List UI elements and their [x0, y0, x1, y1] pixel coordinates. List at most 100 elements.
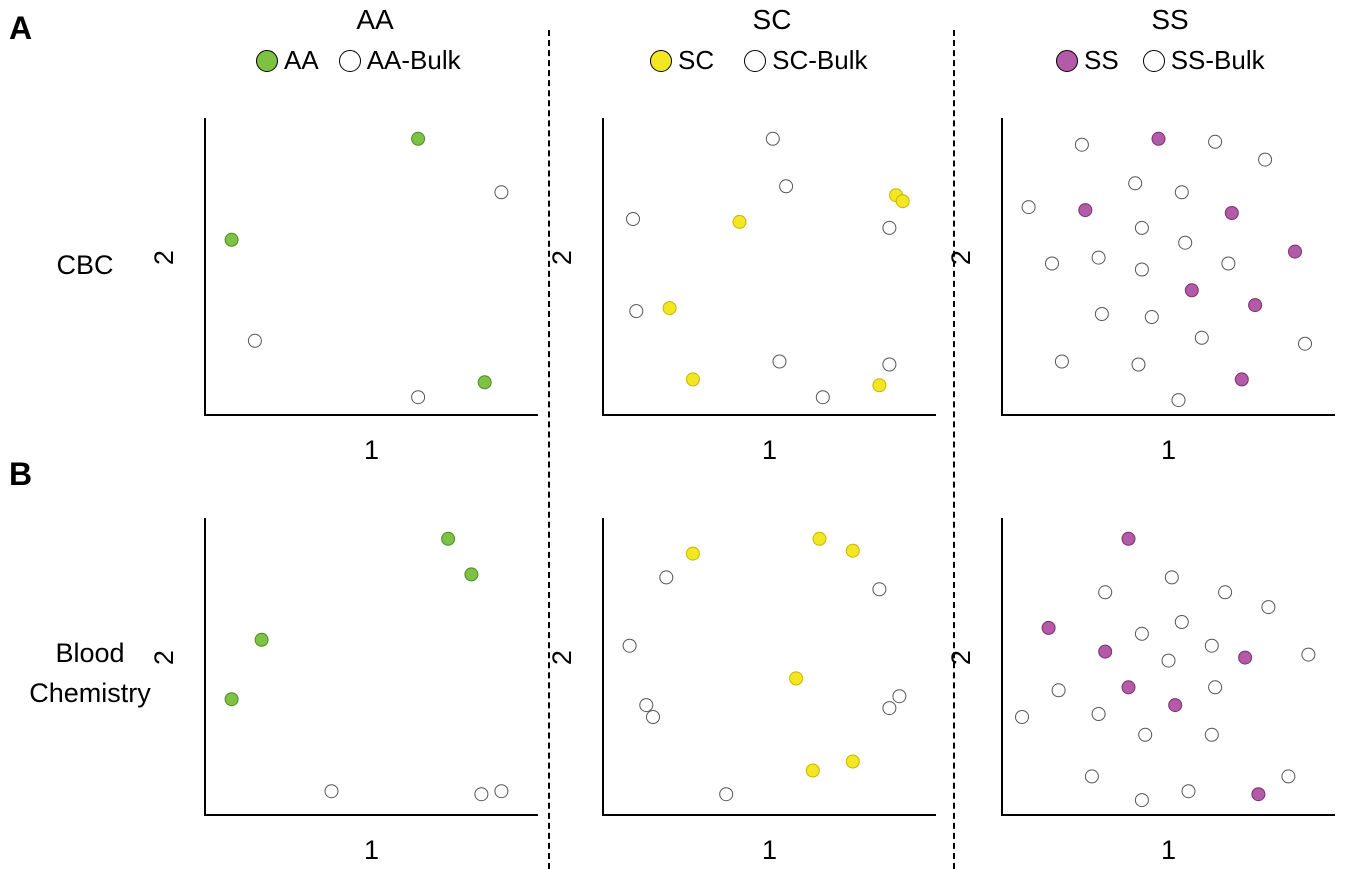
data-point-bulk — [1054, 354, 1069, 369]
group-divider-2 — [953, 30, 955, 869]
data-point-bulk — [1208, 134, 1223, 149]
y-axis-label: 2 — [946, 250, 976, 265]
data-point-bulk — [1171, 393, 1186, 408]
data-point-sc — [845, 754, 860, 769]
legend-marker-sc — [650, 49, 672, 72]
data-point-bulk — [1221, 256, 1236, 271]
data-point-bulk — [1074, 137, 1089, 152]
data-point-bulk — [626, 212, 640, 226]
plot-cbc-ss: 12 — [946, 118, 1335, 465]
plot-chem-ss: 12 — [946, 518, 1335, 865]
data-point-bulk — [882, 701, 897, 716]
data-point-ss — [1251, 787, 1266, 802]
y-axis-label: 2 — [946, 650, 976, 665]
data-point-bulk — [1084, 769, 1099, 784]
axis-lines — [1001, 118, 1335, 416]
data-point-bulk — [1174, 615, 1189, 629]
data-point-ss — [1098, 644, 1113, 659]
x-axis-label: 1 — [364, 835, 379, 865]
group-divider-1 — [548, 30, 550, 869]
row-label-cbc: CBC — [56, 250, 114, 280]
data-point-bulk — [1098, 585, 1113, 600]
data-point-ss — [1041, 620, 1056, 635]
data-point-bulk — [882, 357, 897, 372]
data-point-ss — [1121, 680, 1136, 695]
data-point-bulk — [494, 185, 509, 200]
data-point-bulk — [474, 787, 489, 802]
legend-label-aa-bulk: AA-Bulk — [366, 45, 461, 75]
data-point-sc — [805, 763, 820, 778]
plot-cbc-sc: 12 — [547, 118, 936, 465]
data-point-aa — [411, 131, 426, 146]
data-point-sc — [895, 194, 910, 209]
data-point-bulk — [411, 390, 426, 405]
y-axis-label: 2 — [149, 250, 179, 265]
x-axis-label: 1 — [364, 435, 379, 465]
data-point-bulk — [659, 570, 674, 585]
plot-chem-aa: 12 — [149, 518, 538, 865]
data-point-bulk — [1218, 585, 1233, 600]
data-point-bulk — [1194, 330, 1209, 345]
data-point-bulk — [1134, 626, 1149, 641]
data-point-bulk — [1161, 653, 1176, 668]
data-point-aa — [224, 692, 239, 707]
data-point-sc — [732, 214, 747, 229]
data-point-bulk — [772, 354, 787, 369]
data-point-bulk — [1015, 710, 1029, 724]
row-label-blood: Blood — [55, 638, 125, 668]
data-point-aa — [441, 531, 456, 546]
data-point-ss — [1238, 650, 1253, 665]
x-axis-label: 1 — [762, 435, 777, 465]
data-point-bulk — [882, 220, 897, 235]
data-point-bulk — [1144, 310, 1159, 324]
data-point-ss — [1121, 531, 1136, 546]
y-axis-label: 2 — [547, 650, 577, 665]
legend-label-sc-bulk: SC-Bulk — [772, 45, 868, 75]
data-point-bulk — [1298, 336, 1312, 351]
data-point-bulk — [324, 784, 339, 799]
group-title-ss: SS — [1151, 4, 1189, 35]
data-point-bulk — [1204, 638, 1219, 653]
data-point-bulk — [719, 787, 734, 802]
row-label-chemistry: Chemistry — [29, 678, 151, 708]
data-point-sc — [685, 546, 700, 561]
data-point-bulk — [622, 638, 637, 653]
data-point-sc — [812, 531, 827, 546]
data-point-bulk — [1178, 235, 1193, 250]
legend-label-ss: SS — [1084, 45, 1119, 75]
data-point-bulk — [1131, 357, 1146, 372]
data-point-bulk — [765, 131, 780, 146]
data-point-bulk — [815, 390, 830, 405]
data-point-bulk — [247, 333, 262, 348]
data-point-ss — [1248, 298, 1263, 313]
data-point-ss — [1151, 131, 1166, 146]
plot-cbc-aa: 12 — [149, 118, 538, 465]
data-point-bulk — [1094, 307, 1109, 321]
data-point-bulk — [1281, 769, 1296, 784]
data-point-aa — [464, 567, 479, 582]
data-point-bulk — [1134, 793, 1149, 808]
data-point-bulk — [1204, 727, 1219, 742]
y-axis-label: 2 — [149, 650, 179, 665]
plot-chem-sc: 12 — [547, 518, 936, 865]
legend-label-ss-bulk: SS-Bulk — [1170, 45, 1265, 75]
data-point-bulk — [1174, 185, 1189, 200]
legend-marker-ss-bulk — [1142, 49, 1165, 72]
data-point-sc — [872, 378, 887, 393]
data-point-bulk — [646, 710, 660, 724]
data-point-bulk — [1261, 600, 1276, 615]
data-point-bulk — [1134, 262, 1149, 277]
data-point-bulk — [629, 304, 644, 319]
data-point-bulk — [1021, 200, 1036, 215]
data-point-bulk — [1138, 727, 1153, 742]
data-point-bulk — [872, 582, 887, 597]
group-title-sc: SC — [752, 4, 792, 35]
legend-sc: SC SC-Bulk — [650, 45, 867, 76]
data-point-bulk — [1134, 220, 1149, 235]
panel-letter-a: A — [9, 10, 33, 46]
data-point-sc — [662, 301, 677, 316]
data-point-sc — [845, 543, 860, 558]
legend-marker-aa — [256, 49, 278, 72]
legend-marker-ss — [1056, 49, 1078, 72]
